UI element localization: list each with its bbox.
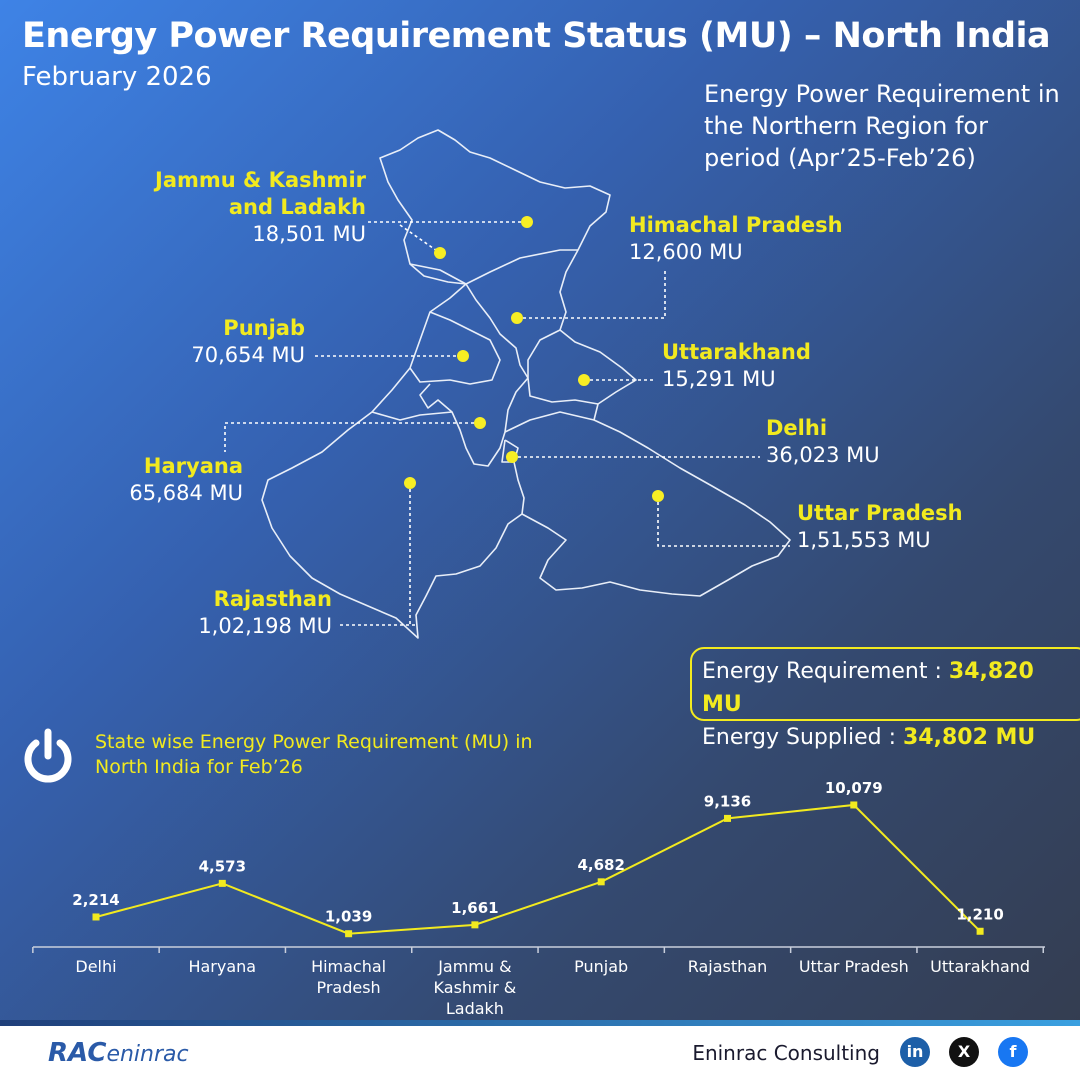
state-value: 70,654 MU — [191, 343, 305, 367]
state-label: Uttar Pradesh 1,51,553 MU — [797, 500, 1047, 554]
summary-box: Energy Requirement : 34,820 MU Energy Su… — [690, 647, 1080, 750]
state-label: Uttarakhand 15,291 MU — [662, 339, 862, 393]
x-tick-label: Punjab — [574, 957, 629, 976]
state-value: 1,02,198 MU — [198, 614, 332, 638]
point — [976, 927, 984, 935]
value-label: 1,661 — [451, 899, 498, 917]
x-icon[interactable]: X — [949, 1037, 979, 1067]
line-chart: 2,214 4,573 1,039 1,661 4,682 9,136 10,079 1,21… — [32, 779, 1045, 953]
subtitle: February 2026 — [22, 62, 212, 92]
logo-mark: RAC — [48, 1038, 107, 1068]
state-value: 18,501 MU — [252, 222, 366, 246]
map-caption: Energy Power Requirement in the Northern… — [704, 80, 1060, 172]
x-tick-label: Himachal Pradesh — [311, 957, 387, 997]
state-value: 36,023 MU — [766, 443, 880, 467]
point — [597, 878, 605, 886]
x-tick-label: Delhi — [75, 957, 117, 976]
state-name: Uttar Pradesh — [797, 501, 963, 525]
summary-label: Energy Supplied : — [702, 725, 896, 750]
facebook-icon[interactable]: f — [998, 1037, 1028, 1067]
x-tick-label: Uttarakhand — [930, 957, 1031, 976]
point — [218, 879, 226, 887]
state-label: Delhi 36,023 MU — [766, 415, 966, 469]
logo-text: eninrac — [106, 1042, 189, 1067]
state-label: Haryana 65,684 MU — [43, 453, 243, 507]
value-label: 1,210 — [956, 905, 1003, 923]
state-value: 65,684 MU — [129, 481, 243, 505]
point — [850, 801, 858, 809]
series-line — [95, 803, 981, 935]
x-tick-label: Haryana — [188, 957, 257, 976]
point — [92, 913, 100, 921]
brand: Eninrac Consulting — [692, 1041, 880, 1065]
title: Energy Power Requirement Status (MU) – N… — [22, 16, 1051, 56]
value-label: 4,682 — [577, 856, 624, 874]
value-label: 10,079 — [825, 779, 883, 797]
summary-value: 34,802 MU — [902, 725, 1036, 750]
value-label: 4,573 — [199, 857, 246, 875]
state-label: Rajasthan 1,02,198 MU — [132, 586, 332, 640]
state-value: 1,51,553 MU — [797, 528, 931, 552]
state-name: Jammu & Kashmir and Ladakh — [155, 168, 366, 219]
value-label: 2,214 — [72, 891, 119, 909]
state-name: Delhi — [766, 416, 828, 440]
state-name: Rajasthan — [213, 587, 332, 611]
x-tick-label: Rajasthan — [687, 957, 768, 976]
state-name: Uttarakhand — [662, 340, 811, 364]
x-tick-label: Uttar Pradesh — [798, 957, 909, 976]
state-label: Jammu & Kashmir and Ladakh 18,501 MU — [146, 167, 366, 248]
x-tick-label: Jammu & Kashmir & Ladakh — [433, 957, 517, 1018]
state-dots — [404, 216, 664, 502]
state-label: Punjab 70,654 MU — [105, 315, 305, 369]
summary-value: 34,820 MU — [702, 659, 1034, 717]
leader-lines — [224, 221, 790, 626]
state-name: Punjab — [223, 316, 305, 340]
footer-stripe — [0, 1020, 1080, 1026]
linkedin-icon[interactable]: in — [900, 1037, 930, 1067]
state-value: 15,291 MU — [662, 367, 776, 391]
summary-label: Energy Requirement : — [702, 659, 942, 684]
point — [471, 921, 479, 929]
value-label: 1,039 — [325, 908, 372, 926]
point — [345, 930, 353, 938]
state-label: Himachal Pradesh 12,600 MU — [629, 212, 889, 266]
state-name: Himachal Pradesh — [629, 213, 843, 237]
chart-title: State wise Energy Power Requirement (MU)… — [95, 731, 533, 778]
map-outline — [261, 129, 791, 639]
state-value: 12,600 MU — [629, 240, 743, 264]
state-name: Haryana — [143, 454, 243, 478]
point — [724, 814, 731, 822]
logo: RACeninrac — [48, 1038, 189, 1068]
power-icon — [24, 728, 72, 783]
value-label: 9,136 — [704, 792, 751, 810]
